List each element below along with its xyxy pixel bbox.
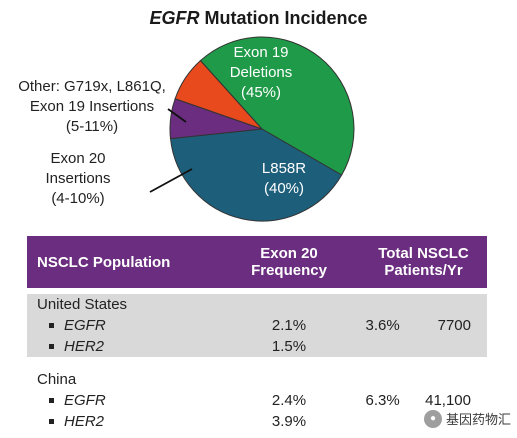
gene-cell: EGFR bbox=[27, 315, 218, 336]
padding-cell bbox=[27, 357, 487, 363]
padding-cell bbox=[27, 288, 487, 294]
gene-name: EGFR bbox=[64, 392, 106, 409]
incidence-table: NSCLC Population Exon 20 Frequency Total … bbox=[27, 236, 487, 438]
watermark-text: 基因药物汇 bbox=[445, 412, 511, 427]
table-row: EGFR 2.1% 3.6% 7700 bbox=[27, 315, 487, 336]
gene-cell: HER2 bbox=[27, 411, 218, 432]
label-other: Other: G719x, L861Q, Exon 19 Insertions (5… bbox=[18, 78, 166, 135]
table-row: EGFR 2.4% 6.3% 41,100 bbox=[27, 390, 487, 411]
header-text: Patients/Yr bbox=[384, 262, 463, 279]
gene-cell: HER2 bbox=[27, 336, 218, 357]
nsclc-percent-cell bbox=[360, 411, 406, 432]
frequency-cell: 1.5% bbox=[218, 336, 360, 357]
bullet-square-icon bbox=[49, 397, 54, 403]
header-text: Exon 20 bbox=[260, 245, 318, 262]
gene-name: HER2 bbox=[64, 338, 105, 355]
patients-cell: 41,100 bbox=[405, 390, 487, 411]
patients-cell: 7700 bbox=[405, 315, 487, 336]
gene-cell: EGFR bbox=[27, 390, 218, 411]
header-frequency: Exon 20 Frequency bbox=[218, 236, 360, 288]
wechat-icon: ● bbox=[423, 409, 442, 428]
chart-title-rest: Mutation Incidence bbox=[199, 8, 368, 28]
frequency-cell: 2.4% bbox=[218, 390, 360, 411]
bullet-square-icon bbox=[49, 418, 54, 424]
bullet-square-icon bbox=[49, 322, 54, 328]
chart-title: EGFR Mutation Incidence bbox=[0, 8, 517, 29]
group-bottom-padding bbox=[27, 357, 487, 363]
leader-other bbox=[167, 108, 187, 123]
padding-cell bbox=[27, 363, 487, 369]
header-text: Frequency bbox=[251, 262, 327, 279]
label-exon20-insertions: Exon 20 Insertions (4-10%) bbox=[45, 150, 110, 207]
chart-title-italic: EGFR bbox=[149, 8, 200, 28]
header-text: NSCLC Population bbox=[37, 253, 171, 271]
header-population: NSCLC Population bbox=[27, 236, 218, 288]
header-patients: Total NSCLC Patients/Yr bbox=[360, 236, 487, 288]
country-name: United States bbox=[27, 294, 487, 315]
slice-other bbox=[174, 59, 263, 130]
country-row: United States bbox=[27, 294, 487, 315]
bullet-square-icon bbox=[49, 343, 54, 349]
watermark: ● 基因药物汇 bbox=[423, 409, 511, 428]
header-text: Total NSCLC bbox=[378, 245, 469, 262]
padding-cell bbox=[27, 432, 487, 438]
nsclc-percent-cell bbox=[360, 336, 406, 357]
group-top-padding bbox=[27, 363, 487, 369]
slice-l858r bbox=[169, 128, 343, 222]
patients-cell bbox=[405, 336, 487, 357]
table-header-row: NSCLC Population Exon 20 Frequency Total … bbox=[27, 236, 487, 288]
table-row: HER2 1.5% bbox=[27, 336, 487, 357]
gene-name: HER2 bbox=[64, 413, 105, 430]
pie-chart: Exon 19 Deletions (45%) L858R (40%) Exon 20 In… bbox=[18, 36, 355, 222]
nsclc-percent-cell: 6.3% bbox=[360, 390, 406, 411]
group-bottom-padding bbox=[27, 432, 487, 438]
country-name: China bbox=[27, 369, 487, 390]
slice-exon19-deletions bbox=[199, 36, 355, 176]
gene-name: EGFR bbox=[64, 317, 106, 334]
label-l858r: L858R (40%) bbox=[262, 160, 306, 197]
label-exon19-deletions: Exon 19 Deletions (45%) bbox=[230, 44, 293, 101]
country-row: China bbox=[27, 369, 487, 390]
group-top-padding bbox=[27, 288, 487, 294]
frequency-cell: 2.1% bbox=[218, 315, 360, 336]
leader-exon20 bbox=[149, 168, 193, 193]
table-row: HER2 3.9% bbox=[27, 411, 487, 432]
nsclc-percent-cell: 3.6% bbox=[360, 315, 406, 336]
frequency-cell: 3.9% bbox=[218, 411, 360, 432]
